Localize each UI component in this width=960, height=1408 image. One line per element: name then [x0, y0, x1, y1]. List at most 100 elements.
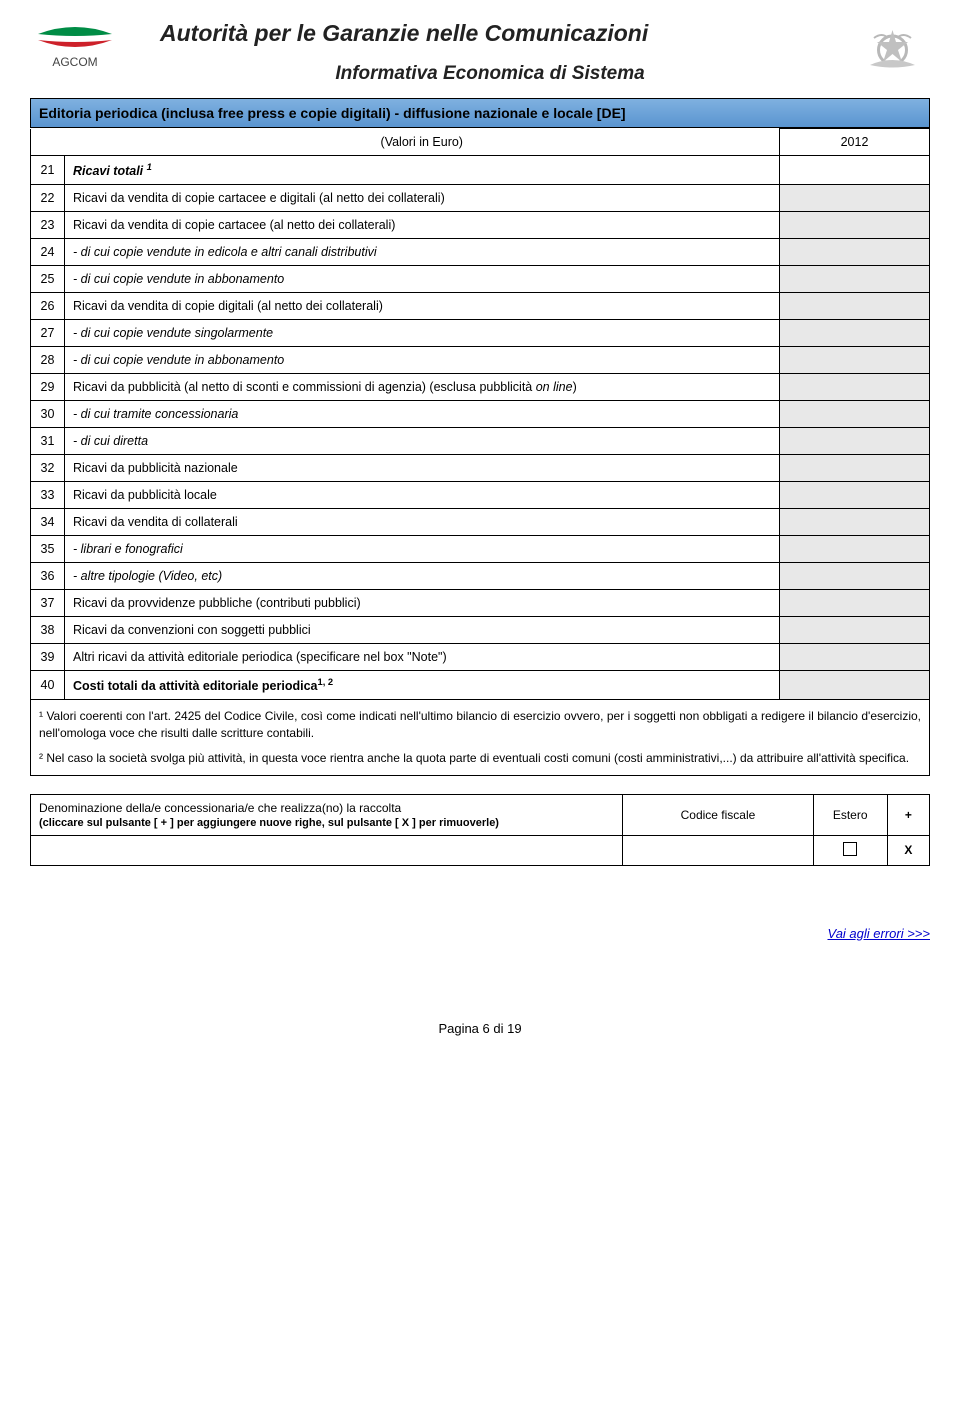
- row-number: 38: [31, 617, 65, 644]
- row-number: 23: [31, 212, 65, 239]
- blank-cell: [31, 129, 65, 156]
- footnote-2: ² Nel caso la società svolga più attivit…: [39, 750, 921, 767]
- row-number: 32: [31, 455, 65, 482]
- concess-cf-header: Codice fiscale: [623, 794, 813, 835]
- table-row: 30- di cui tramite concessionaria: [31, 401, 930, 428]
- row-value-input[interactable]: [780, 374, 930, 401]
- row-number: 37: [31, 590, 65, 617]
- row-value-input[interactable]: [780, 212, 930, 239]
- row-number: 33: [31, 482, 65, 509]
- table-row: 40Costi totali da attività editoriale pe…: [31, 671, 930, 700]
- row-number: 34: [31, 509, 65, 536]
- row-label: - di cui copie vendute in abbonamento: [65, 347, 780, 374]
- header-text-block: Autorità per le Garanzie nelle Comunicaz…: [120, 20, 860, 85]
- row-value-input[interactable]: [780, 156, 930, 185]
- table-row: 24- di cui copie vendute in edicola e al…: [31, 239, 930, 266]
- row-value-input[interactable]: [780, 266, 930, 293]
- row-value-input[interactable]: [780, 617, 930, 644]
- row-value-input[interactable]: [780, 536, 930, 563]
- row-label: Ricavi da pubblicità (al netto di sconti…: [65, 374, 780, 401]
- row-value-input[interactable]: [780, 239, 930, 266]
- row-label: - di cui copie vendute in abbonamento: [65, 266, 780, 293]
- concess-name-input[interactable]: [31, 835, 623, 865]
- section-title: Editoria periodica (inclusa free press e…: [30, 98, 930, 128]
- row-number: 22: [31, 185, 65, 212]
- row-number: 31: [31, 428, 65, 455]
- concess-main-label: Denominazione della/e concessionaria/e c…: [39, 801, 401, 815]
- concess-cf-input[interactable]: [623, 835, 813, 865]
- row-value-input[interactable]: [780, 347, 930, 374]
- row-number: 36: [31, 563, 65, 590]
- concess-estero-checkbox[interactable]: [813, 835, 887, 865]
- table-row: 26Ricavi da vendita di copie digitali (a…: [31, 293, 930, 320]
- row-label: Ricavi da vendita di copie cartacee (al …: [65, 212, 780, 239]
- footnotes-box: ¹ Valori coerenti con l'art. 2425 del Co…: [30, 700, 930, 775]
- page-number: Pagina 6 di 19: [30, 1021, 930, 1036]
- table-row: 34Ricavi da vendita di collaterali: [31, 509, 930, 536]
- row-label: - di cui copie vendute in edicola e altr…: [65, 239, 780, 266]
- row-value-input[interactable]: [780, 185, 930, 212]
- row-number: 24: [31, 239, 65, 266]
- row-label: Ricavi da vendita di copie cartacee e di…: [65, 185, 780, 212]
- row-label: Ricavi da pubblicità locale: [65, 482, 780, 509]
- header-subtitle: Informativa Economica di Sistema: [120, 63, 860, 85]
- section-title-text: Editoria periodica (inclusa free press e…: [39, 105, 626, 121]
- revenue-table: (Valori in Euro) 2012 21Ricavi totali 1 …: [30, 128, 930, 700]
- row-label: Ricavi da convenzioni con soggetti pubbl…: [65, 617, 780, 644]
- row-value-input[interactable]: [780, 320, 930, 347]
- row-value-input[interactable]: [780, 455, 930, 482]
- row-value-input[interactable]: [780, 401, 930, 428]
- concess-main-sub: (cliccare sul pulsante [ + ] per aggiung…: [39, 817, 499, 829]
- row-value-input[interactable]: [780, 563, 930, 590]
- remove-row-button[interactable]: X: [887, 835, 929, 865]
- table-row: 33Ricavi da pubblicità locale: [31, 482, 930, 509]
- footnote-1: ¹ Valori coerenti con l'art. 2425 del Co…: [39, 708, 921, 742]
- table-row: 27- di cui copie vendute singolarmente: [31, 320, 930, 347]
- concess-estero-header: Estero: [813, 794, 887, 835]
- col-header-valori: (Valori in Euro): [65, 129, 780, 156]
- row-value-input[interactable]: [780, 428, 930, 455]
- table-row: 23Ricavi da vendita di copie cartacee (a…: [31, 212, 930, 239]
- table-row: 39Altri ricavi da attività editoriale pe…: [31, 644, 930, 671]
- row-number: 39: [31, 644, 65, 671]
- concess-main-header: Denominazione della/e concessionaria/e c…: [31, 794, 623, 835]
- col-header-year: 2012: [780, 129, 930, 156]
- row-value-input[interactable]: [780, 671, 930, 700]
- row-value-input[interactable]: [780, 509, 930, 536]
- row-label: - di cui diretta: [65, 428, 780, 455]
- table-row: 31- di cui diretta: [31, 428, 930, 455]
- table-row: 29Ricavi da pubblicità (al netto di scon…: [31, 374, 930, 401]
- row-number: 30: [31, 401, 65, 428]
- errors-link-container: Vai agli errori >>>: [30, 926, 930, 941]
- row-label: Ricavi da vendita di copie digitali (al …: [65, 293, 780, 320]
- concessionaria-table: Denominazione della/e concessionaria/e c…: [30, 794, 930, 866]
- row-label: Altri ricavi da attività editoriale peri…: [65, 644, 780, 671]
- row-label: Ricavi totali 1: [65, 156, 780, 185]
- header-title: Autorità per le Garanzie nelle Comunicaz…: [160, 20, 860, 47]
- table-row: 38Ricavi da convenzioni con soggetti pub…: [31, 617, 930, 644]
- row-number: 27: [31, 320, 65, 347]
- table-row: 36- altre tipologie (Video, etc): [31, 563, 930, 590]
- row-value-input[interactable]: [780, 590, 930, 617]
- row-label: Ricavi da vendita di collaterali: [65, 509, 780, 536]
- row-number: 26: [31, 293, 65, 320]
- row-number: 28: [31, 347, 65, 374]
- row-value-input[interactable]: [780, 482, 930, 509]
- page-header: AGCOM Autorità per le Garanzie nelle Com…: [30, 20, 930, 88]
- row-number: 25: [31, 266, 65, 293]
- row-label: Ricavi da provvidenze pubbliche (contrib…: [65, 590, 780, 617]
- row-number: 35: [31, 536, 65, 563]
- table-row: 21Ricavi totali 1: [31, 156, 930, 185]
- table-row: 25- di cui copie vendute in abbonamento: [31, 266, 930, 293]
- add-row-button[interactable]: +: [887, 794, 929, 835]
- table-row: 22Ricavi da vendita di copie cartacee e …: [31, 185, 930, 212]
- row-value-input[interactable]: [780, 644, 930, 671]
- table-row: 32Ricavi da pubblicità nazionale: [31, 455, 930, 482]
- table-row: 37Ricavi da provvidenze pubbliche (contr…: [31, 590, 930, 617]
- row-value-input[interactable]: [780, 293, 930, 320]
- row-label: - altre tipologie (Video, etc): [65, 563, 780, 590]
- svg-text:AGCOM: AGCOM: [52, 55, 97, 69]
- goto-errors-link[interactable]: Vai agli errori >>>: [828, 926, 931, 941]
- row-number: 40: [31, 671, 65, 700]
- agcom-logo: AGCOM: [30, 20, 120, 73]
